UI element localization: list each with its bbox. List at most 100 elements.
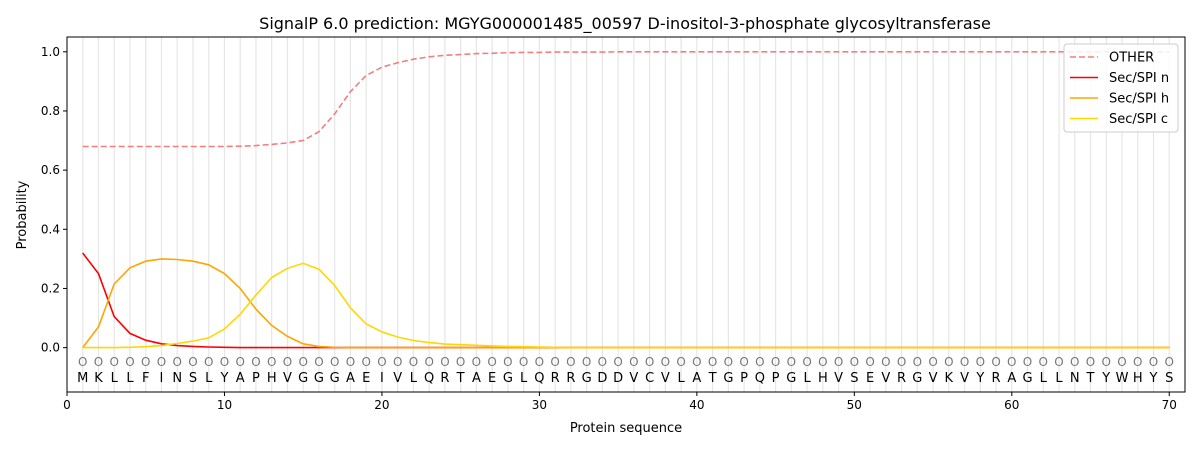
- x-tick-label: 50: [847, 398, 862, 412]
- position-label: O: [692, 355, 701, 369]
- position-label: O: [613, 355, 622, 369]
- residue-label: S: [189, 371, 197, 386]
- position-label: O: [944, 355, 953, 369]
- x-tick-label: 0: [63, 398, 71, 412]
- position-label: O: [125, 355, 134, 369]
- residue-label: L: [1055, 371, 1063, 386]
- residue-label: C: [645, 371, 654, 386]
- position-label: O: [1007, 355, 1016, 369]
- residue-label: Q: [755, 371, 765, 386]
- x-tick-label: 70: [1162, 398, 1177, 412]
- position-label: O: [629, 355, 638, 369]
- residue-label: T: [456, 371, 465, 386]
- series-line-sec-spi-h: [82, 258, 1170, 349]
- position-label: O: [881, 355, 890, 369]
- position-label: O: [598, 355, 607, 369]
- residue-label: Q: [534, 371, 544, 386]
- residue-label: Y: [1101, 371, 1110, 386]
- residue-label: E: [488, 371, 496, 386]
- residue-label: K: [94, 371, 103, 386]
- residue-label: Y: [1149, 371, 1158, 386]
- position-label: O: [1165, 355, 1174, 369]
- residue-label: L: [1040, 371, 1048, 386]
- position-label: O: [535, 355, 544, 369]
- residue-label: N: [1070, 371, 1080, 386]
- position-label: O: [865, 355, 874, 369]
- position-label: O: [834, 355, 843, 369]
- position-label: O: [897, 355, 906, 369]
- residue-label: H: [1133, 371, 1143, 386]
- position-label: O: [472, 355, 481, 369]
- residue-label: G: [582, 371, 592, 386]
- position-label: O: [960, 355, 969, 369]
- position-label: O: [913, 355, 922, 369]
- position-label: O: [1102, 355, 1111, 369]
- position-label: O: [661, 355, 670, 369]
- position-label: O: [251, 355, 260, 369]
- position-label: O: [188, 355, 197, 369]
- residue-label: R: [440, 371, 449, 386]
- position-label: O: [519, 355, 528, 369]
- residue-label: G: [503, 371, 513, 386]
- residue-label: S: [850, 371, 858, 386]
- position-label: O: [503, 355, 512, 369]
- position-label: O: [708, 355, 717, 369]
- position-label: O: [94, 355, 103, 369]
- residue-label: R: [551, 371, 560, 386]
- residue-label: E: [866, 371, 874, 386]
- position-label: O: [110, 355, 119, 369]
- residue-label: V: [629, 371, 638, 386]
- residue-label: G: [912, 371, 922, 386]
- position-label: O: [157, 355, 166, 369]
- position-label: O: [1054, 355, 1063, 369]
- position-label: O: [346, 355, 355, 369]
- position-label: O: [235, 355, 244, 369]
- position-label: O: [220, 355, 229, 369]
- x-axis-label: Protein sequence: [570, 421, 682, 436]
- residue-label: V: [834, 371, 843, 386]
- residue-label: I: [380, 371, 384, 386]
- position-label: O: [1039, 355, 1048, 369]
- y-tick-label: 0.8: [41, 104, 60, 118]
- position-label: O: [550, 355, 559, 369]
- legend: OTHER Sec/SPI n Sec/SPI h Sec/SPI c: [1063, 43, 1179, 133]
- position-label: O: [771, 355, 780, 369]
- y-axis-label: Probability: [15, 180, 30, 249]
- residue-label: V: [960, 371, 969, 386]
- position-label: O: [424, 355, 433, 369]
- position-label: O: [566, 355, 575, 369]
- residue-label: V: [393, 371, 402, 386]
- position-label: O: [787, 355, 796, 369]
- residue-label: W: [1116, 371, 1129, 386]
- residue-label: K: [945, 371, 954, 386]
- position-label: O: [755, 355, 764, 369]
- position-label: O: [487, 355, 496, 369]
- position-label: O: [1023, 355, 1032, 369]
- position-label: O: [645, 355, 654, 369]
- residue-label: L: [520, 371, 528, 386]
- residue-label: A: [346, 371, 355, 386]
- residue-label: V: [881, 371, 890, 386]
- residue-label: D: [613, 371, 623, 386]
- legend-label: Sec/SPI c: [1109, 112, 1168, 127]
- y-tick-label: 0.6: [41, 163, 60, 177]
- residue-label: I: [160, 371, 164, 386]
- legend-label: Sec/SPI n: [1109, 71, 1169, 86]
- position-label: O: [141, 355, 150, 369]
- position-label: O: [1149, 355, 1158, 369]
- y-tick-label: 0.4: [41, 222, 60, 236]
- residue-label: A: [1007, 371, 1016, 386]
- residue-label: L: [677, 371, 685, 386]
- residue-label: L: [126, 371, 134, 386]
- position-label: O: [377, 355, 386, 369]
- y-tick-label: 0.2: [41, 281, 60, 295]
- residue-label: P: [772, 371, 780, 386]
- position-label: O: [393, 355, 402, 369]
- residue-label: M: [77, 371, 88, 386]
- residue-label: E: [362, 371, 370, 386]
- residue-label: S: [1165, 371, 1173, 386]
- legend-label: Sec/SPI h: [1109, 92, 1169, 107]
- residue-label: V: [929, 371, 938, 386]
- position-label: O: [724, 355, 733, 369]
- position-label: O: [1086, 355, 1095, 369]
